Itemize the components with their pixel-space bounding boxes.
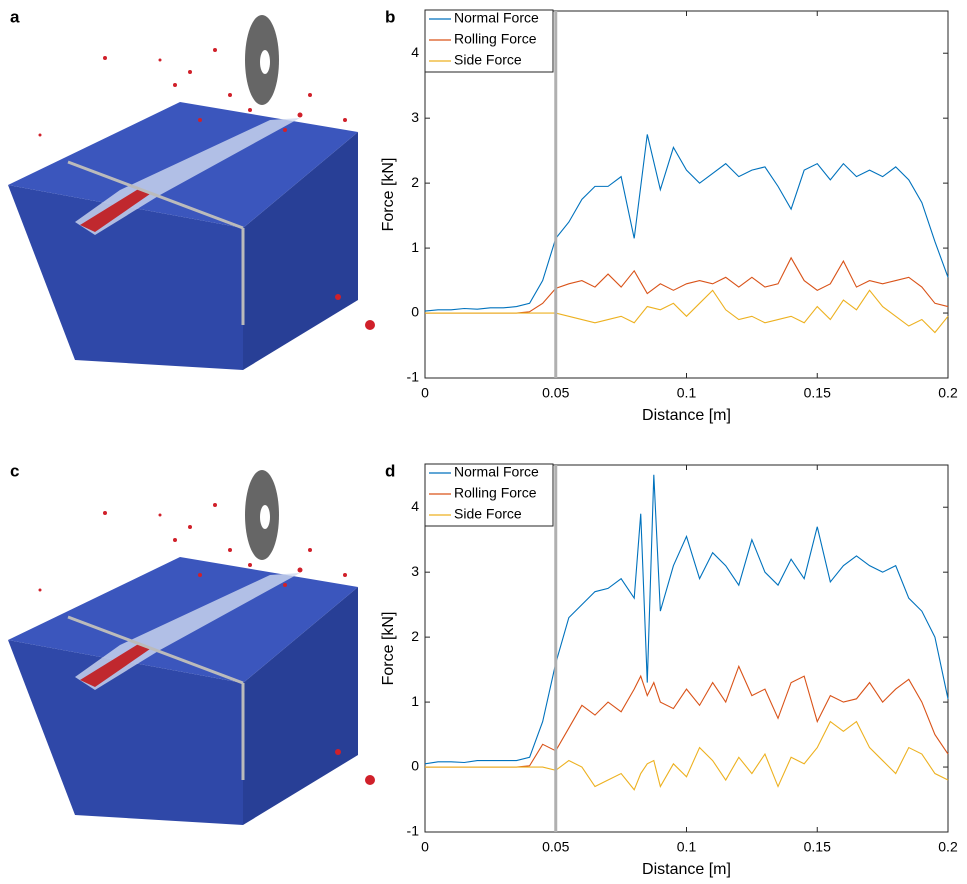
y-tick-label: 2 <box>411 628 419 644</box>
data-line <box>424 134 949 312</box>
y-tick-label: -1 <box>407 823 420 839</box>
y-tick-label: 0 <box>411 304 419 320</box>
y-tick-label: 3 <box>411 109 419 125</box>
data-line <box>425 289 949 334</box>
legend-label: Normal Force <box>454 10 539 26</box>
x-axis-label: Distance [m] <box>642 407 731 424</box>
y-tick-label: 1 <box>411 693 419 709</box>
data-line <box>425 720 949 791</box>
y-tick-label: -1 <box>407 369 420 385</box>
x-tick-label: 0.15 <box>804 839 831 855</box>
x-axis-label: Distance [m] <box>642 861 731 878</box>
legend-label: Rolling Force <box>454 485 537 501</box>
x-tick-label: 0.05 <box>542 385 569 401</box>
x-tick-label: 0 <box>421 839 429 855</box>
y-tick-label: 1 <box>411 239 419 255</box>
y-axis-label: Force [kN] <box>380 158 397 232</box>
panel-label: c <box>10 461 19 480</box>
y-tick-label: 3 <box>411 563 419 579</box>
simulation-render <box>6 13 377 372</box>
panel-label: a <box>10 7 20 26</box>
x-tick-label: 0.15 <box>804 385 831 401</box>
x-tick-label: 0 <box>421 385 429 401</box>
legend-label: Side Force <box>454 506 522 522</box>
panel-label: d <box>385 461 395 480</box>
legend-label: Rolling Force <box>454 31 537 47</box>
y-axis-label: Force [kN] <box>380 612 397 686</box>
panel-label: b <box>385 7 395 26</box>
y-tick-label: 4 <box>411 498 419 514</box>
y-tick-label: 2 <box>411 174 419 190</box>
legend-box <box>424 463 554 527</box>
legend-label: Normal Force <box>454 464 539 480</box>
legend-box <box>424 9 554 73</box>
x-tick-label: 0.2 <box>938 385 958 401</box>
simulation-render <box>6 468 377 827</box>
x-tick-label: 0.1 <box>677 385 697 401</box>
data-line <box>424 474 949 765</box>
x-tick-label: 0.2 <box>938 839 958 855</box>
legend-label: Side Force <box>454 52 522 68</box>
y-tick-label: 0 <box>411 758 419 774</box>
y-tick-label: 4 <box>411 44 419 60</box>
x-tick-label: 0.05 <box>542 839 569 855</box>
x-tick-label: 0.1 <box>677 839 697 855</box>
